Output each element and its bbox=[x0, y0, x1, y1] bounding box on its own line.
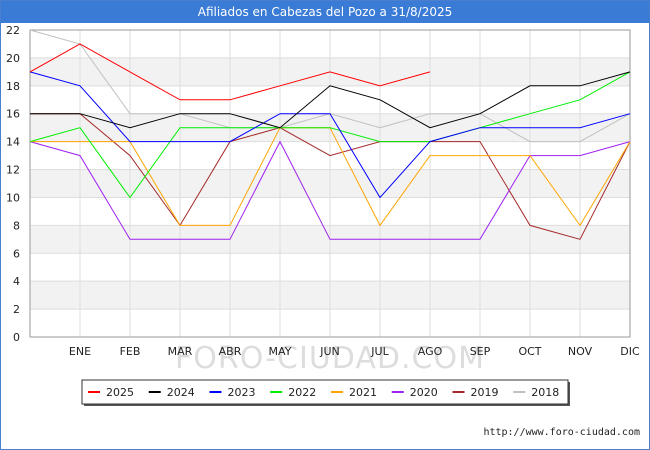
x-tick-label: JUL bbox=[370, 345, 389, 358]
x-tick-label: ABR bbox=[219, 345, 242, 358]
x-tick-label: NOV bbox=[568, 345, 593, 358]
series-line-2019 bbox=[30, 113, 631, 240]
y-tick-label: 16 bbox=[6, 108, 20, 121]
y-tick-label: 18 bbox=[6, 80, 20, 93]
y-tick-label: 8 bbox=[13, 219, 20, 232]
chart-title: Afiliados en Cabezas del Pozo a 31/8/202… bbox=[1, 1, 649, 23]
watermark: FORO-CIUDAD.COM bbox=[175, 341, 485, 376]
series-line-2023 bbox=[29, 71, 631, 199]
legend-label-2018: 2018 bbox=[531, 386, 559, 399]
x-tick-label: MAY bbox=[269, 345, 292, 358]
y-tick-label: 2 bbox=[13, 303, 20, 316]
legend-box bbox=[81, 379, 569, 405]
series-line-2025 bbox=[29, 43, 431, 101]
source-url: http://www.foro-ciudad.com bbox=[483, 427, 640, 438]
x-tick-label: OCT bbox=[518, 345, 541, 358]
legend-label-2025: 2025 bbox=[106, 386, 134, 399]
x-tick-label: JUN bbox=[319, 345, 340, 358]
y-tick-label: 10 bbox=[6, 191, 20, 204]
y-tick-label: 14 bbox=[6, 136, 20, 149]
x-tick-label: AGO bbox=[418, 345, 443, 358]
legend-label-2020: 2020 bbox=[410, 386, 438, 399]
y-tick-label: 4 bbox=[13, 275, 20, 288]
y-tick-label: 0 bbox=[13, 331, 20, 344]
y-tick-label: 20 bbox=[6, 52, 20, 65]
x-tick-label: DIC bbox=[620, 345, 640, 358]
series-line-2022 bbox=[29, 71, 631, 199]
legend-label-2021: 2021 bbox=[349, 386, 377, 399]
y-tick-label: 22 bbox=[6, 24, 20, 37]
legend-label-2023: 2023 bbox=[228, 386, 256, 399]
legend-label-2024: 2024 bbox=[167, 386, 195, 399]
x-tick-label: ENE bbox=[69, 345, 91, 358]
series-line-2024 bbox=[30, 71, 631, 129]
y-tick-label: 6 bbox=[13, 247, 20, 260]
plot-border bbox=[29, 29, 631, 338]
x-tick-label: MAR bbox=[168, 345, 193, 358]
legend-label-2022: 2022 bbox=[288, 386, 316, 399]
x-tick-label: SEP bbox=[470, 345, 491, 358]
legend-label-2019: 2019 bbox=[471, 386, 499, 399]
y-tick-label: 12 bbox=[6, 164, 20, 177]
x-tick-label: FEB bbox=[120, 345, 141, 358]
